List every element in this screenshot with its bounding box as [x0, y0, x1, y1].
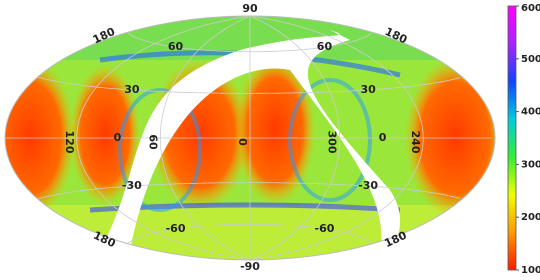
colorbar-tick-label: 300	[521, 159, 540, 170]
graticule	[5, 15, 492, 261]
meridian-line	[249, 15, 341, 261]
colorbar-tick-label: 400	[521, 107, 540, 118]
longitude-label: 60	[146, 134, 159, 150]
map-border	[4, 15, 496, 261]
latitude-label: 0	[114, 131, 122, 144]
latitude-label: 30	[360, 83, 376, 96]
colorbar-tick-label: 600	[521, 3, 540, 14]
latitude-label: 30	[124, 83, 140, 96]
colorbar-tick-label: 200	[521, 212, 540, 223]
meridian-line	[159, 15, 251, 261]
longitude-label: 0	[236, 138, 249, 146]
colorbar-tick-label: 500	[521, 54, 540, 65]
latitude-label: 60	[168, 40, 184, 53]
latitude-label: -60	[166, 222, 186, 235]
latitude-label: 60	[317, 40, 333, 53]
latitude-label: -30	[358, 179, 378, 192]
latitude-label: -60	[315, 222, 335, 235]
latitude-label: 0	[379, 131, 387, 144]
longitude-label: 120	[63, 131, 76, 154]
latitude-label: -30	[122, 179, 142, 192]
colorbar-scale	[507, 5, 517, 271]
meridian-line	[76, 15, 251, 261]
longitude-label: 240	[409, 131, 422, 154]
latitude-label: 90	[242, 2, 258, 15]
colorbar: 100 200 300 400 500 600	[507, 3, 540, 276]
colorbar-tick-label: 100	[521, 265, 540, 276]
longitude-label: 300	[326, 131, 339, 154]
latitude-label: -90	[240, 260, 260, 273]
meridian-line	[249, 15, 424, 261]
